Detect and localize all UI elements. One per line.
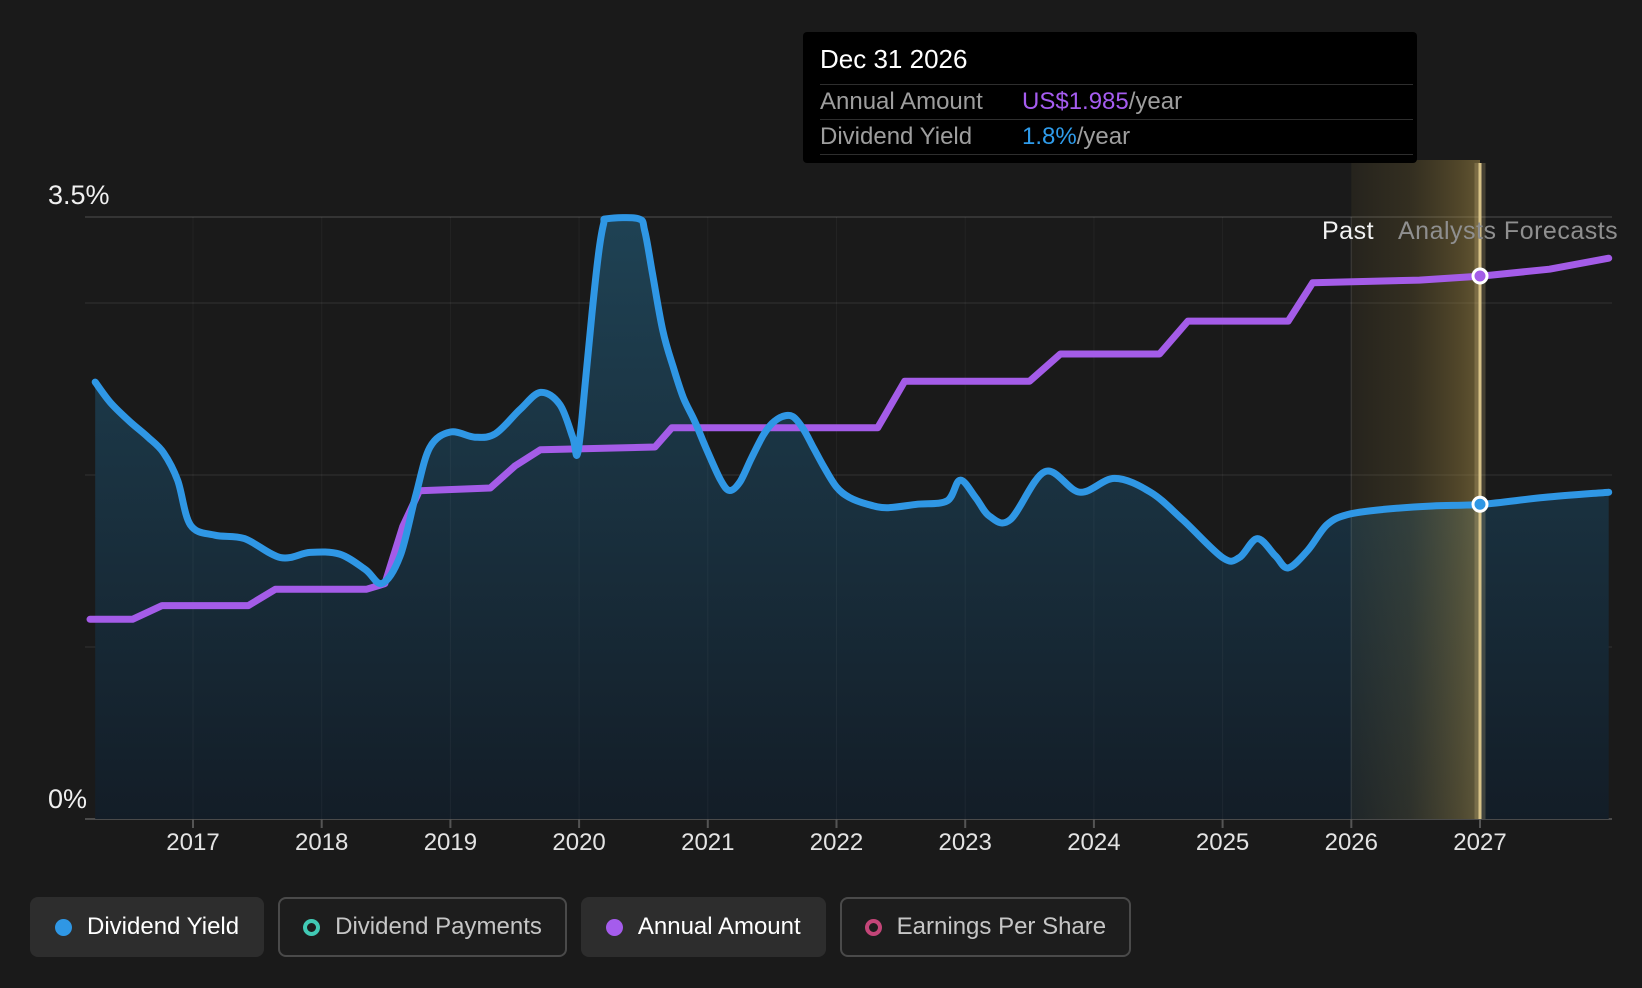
dividend-yield-area [95,217,1609,820]
x-axis-label: 2021 [681,829,735,856]
x-axis-label: 2018 [294,829,349,856]
dividend-yield-dot-icon [55,918,72,936]
legend-earnings-per-share-button[interactable]: Earnings Per Share [839,897,1132,957]
x-axis-ticks [192,819,1481,828]
tooltip-suffix: /year [1076,123,1131,150]
tooltip-row-annual-amount: Annual Amount US$1.985 /year [820,84,1413,119]
legend-dividend-payments-button[interactable]: Dividend Payments [278,897,567,957]
chart-legend: Dividend Yield Dividend Payments Annual … [30,897,1132,957]
x-axis-label: 2024 [1067,829,1121,856]
chart-tooltip: Dec 31 2026 Annual Amount US$1.985 /year… [803,32,1417,163]
legend-dividend-yield-button[interactable]: Dividend Yield [30,897,265,957]
legend-label: Earnings Per Share [896,913,1107,940]
dividend-payments-ring-icon [303,918,321,936]
y-axis-label-max: 3.5% [48,180,110,210]
x-axis-label: 2023 [938,829,992,856]
legend-label: Dividend Payments [335,913,542,940]
annual-amount-line [86,254,1613,623]
tooltip-value: US$1.985 [1022,88,1129,115]
x-axis-label: 2019 [423,829,478,856]
dividend-yield-marker[interactable] [1471,495,1489,513]
annual-amount-marker[interactable] [1471,267,1489,285]
x-axis-label: 2027 [1453,829,1507,856]
tooltip-label: Dividend Yield [820,123,973,150]
legend-label: Annual Amount [637,913,801,940]
tooltip-suffix: /year [1128,88,1183,115]
tooltip-row-dividend-yield: Dividend Yield 1.8% /year [820,119,1413,155]
legend-annual-amount-button[interactable]: Annual Amount [580,897,826,957]
x-axis-label: 2025 [1195,829,1250,856]
tooltip-date: Dec 31 2026 [820,44,968,74]
x-axis-label: 2022 [809,829,864,856]
legend-label: Dividend Yield [87,913,240,940]
y-axis-label-zero: 0% [48,784,88,814]
analysts-forecasts-label: Analysts Forecasts [1398,217,1619,245]
past-label: Past [1322,217,1375,245]
dividend-yield-line [91,214,1613,588]
earnings-per-share-ring-icon [864,918,882,936]
x-axis-label: 2026 [1324,829,1378,856]
x-axis-label: 2017 [166,829,220,856]
annual-amount-dot-icon [605,918,623,936]
forecast-band [1351,160,1480,819]
tooltip-value: 1.8% [1022,123,1077,150]
x-axis-label: 2020 [552,829,606,856]
tooltip-label: Annual Amount [820,88,983,115]
